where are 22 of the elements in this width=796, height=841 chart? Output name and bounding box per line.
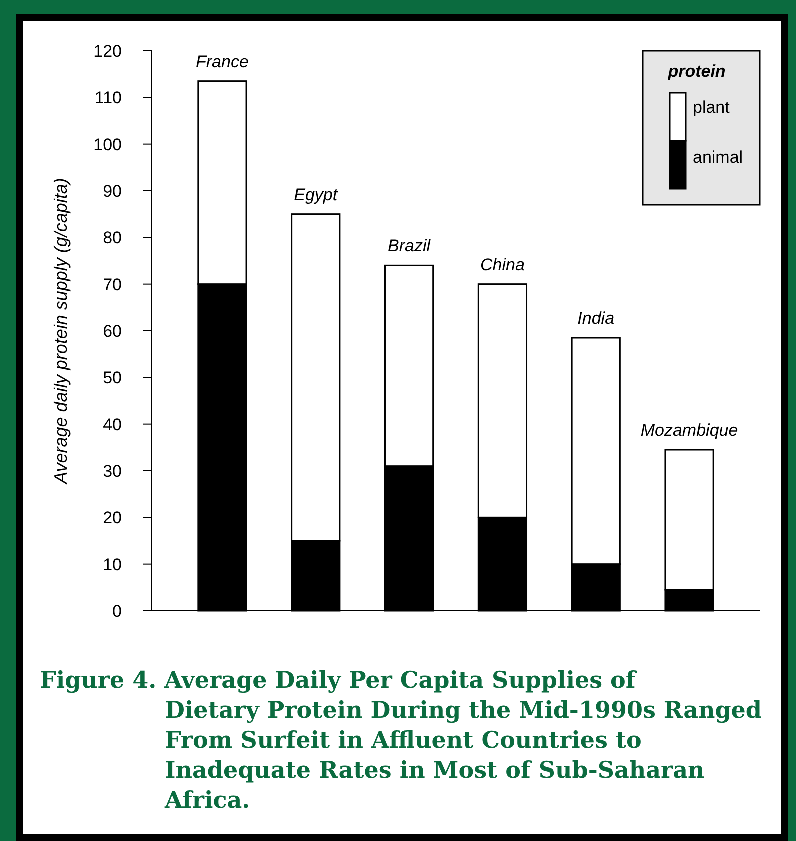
- y-tick-label: 30: [103, 462, 122, 481]
- text: Figure 4. Average Daily Per Capita Supplies of Dietary Protein During the Mid-1990s Ranged From Surfeit in Affluent Countries to Inadequate Rates in Most of Sub-Saharan Africa.: [40, 667, 762, 814]
- y-tick-label: 80: [103, 228, 122, 248]
- y-tick-label: 10: [103, 555, 122, 574]
- x-tick-label: France: [196, 52, 249, 72]
- x-tick-label: Egypt: [294, 185, 339, 204]
- y-tick-label: 70: [103, 275, 122, 294]
- x-tick-label: India: [578, 309, 615, 328]
- y-tick-label: 110: [94, 88, 122, 108]
- x-tick-label: Brazil: [388, 236, 432, 256]
- y-tick-label: 90: [103, 182, 122, 201]
- y-tick-label: 60: [103, 322, 122, 341]
- y-tick-label: 100: [94, 135, 122, 154]
- y-axis-title: Average daily protein supply (g/capita): [51, 178, 71, 485]
- x-tick-label: China: [480, 255, 525, 274]
- y-tick-label: 120: [94, 42, 122, 61]
- y-tick-label: 50: [103, 368, 122, 388]
- y-tick-label: 0: [112, 602, 122, 621]
- y-tick-label: 40: [103, 415, 122, 434]
- x-tick-label: Mozambique: [640, 421, 738, 440]
- legend-title: protein: [667, 62, 726, 81]
- y-tick-label: 20: [103, 508, 122, 528]
